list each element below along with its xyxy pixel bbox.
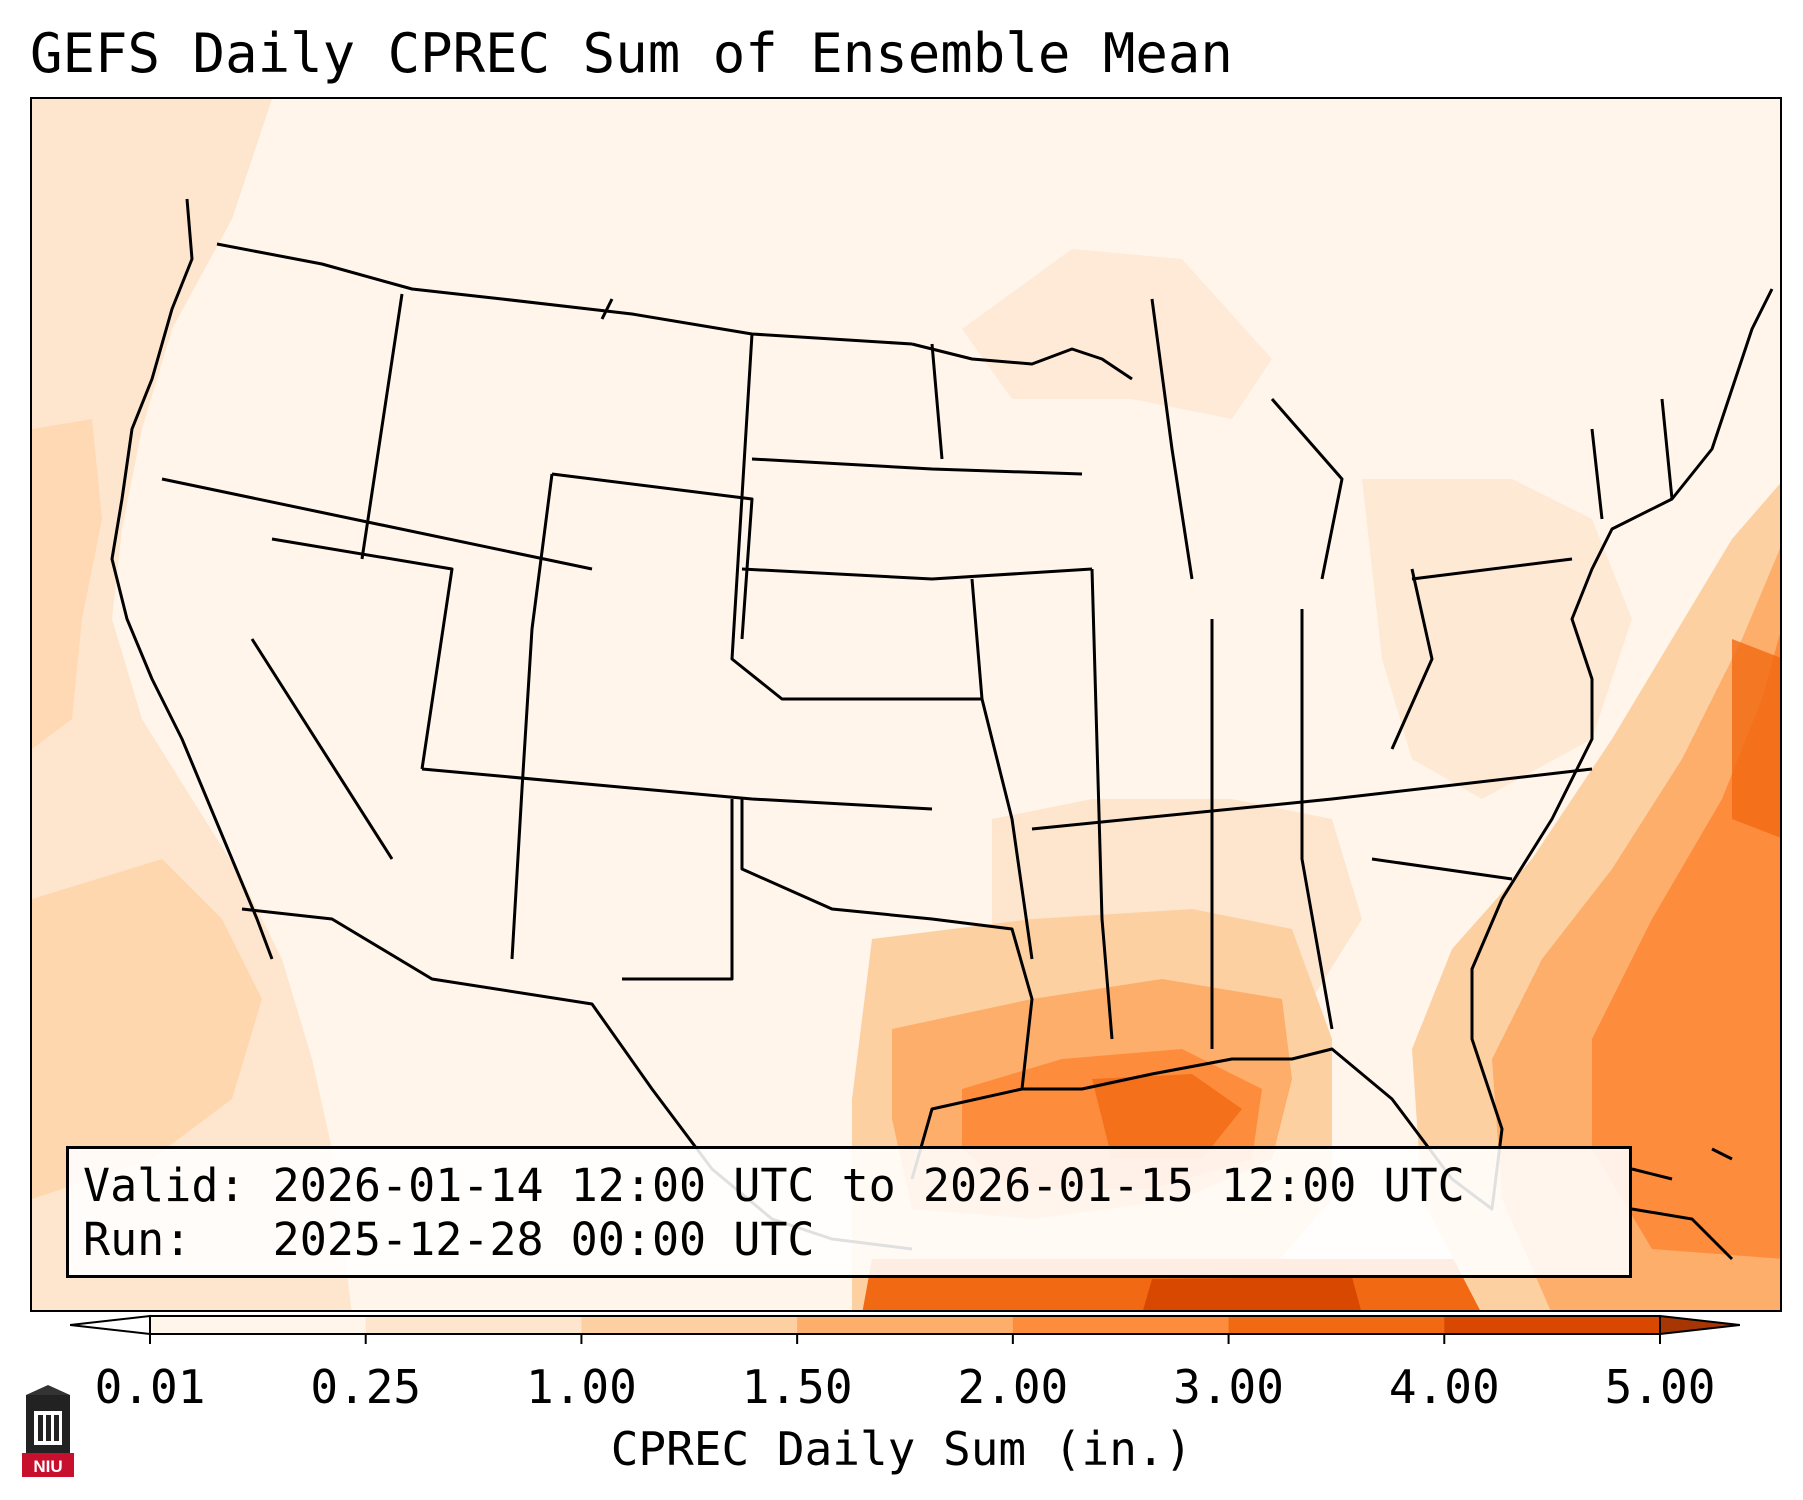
colorbar-tick-label: 0.25 xyxy=(310,1360,422,1414)
valid-label: Valid: xyxy=(83,1159,246,1212)
great-lakes-shading xyxy=(962,249,1272,419)
atlantic-max-shading xyxy=(1732,639,1780,838)
colorbar-label: CPREC Daily Sum (in.) xyxy=(610,1422,1193,1476)
colorbar-segment xyxy=(581,1316,798,1334)
precip-map xyxy=(32,99,1780,1310)
colorbar-segment xyxy=(150,1316,367,1334)
map-panel xyxy=(30,97,1782,1312)
valid-run-info-box: Valid: 2026-01-14 12:00 UTC to 2026-01-1… xyxy=(66,1146,1632,1278)
southern-strip-max-shading xyxy=(1143,1277,1361,1310)
run-line: Run: 2025-12-28 00:00 UTC xyxy=(83,1213,815,1266)
colorbar-segment xyxy=(1444,1316,1661,1334)
pacific-darker-shading xyxy=(32,419,102,749)
colorbar-tick-label: 0.01 xyxy=(94,1360,206,1414)
colorbar xyxy=(70,1314,1740,1344)
page-title: GEFS Daily CPREC Sum of Ensemble Mean xyxy=(30,22,1233,85)
colorbar-tick-label: 1.50 xyxy=(741,1360,853,1414)
colorbar-under-extension xyxy=(70,1314,151,1336)
colorbar-segment xyxy=(1012,1316,1230,1334)
valid-line: Valid: 2026-01-14 12:00 UTC to 2026-01-1… xyxy=(83,1159,1465,1212)
colorbar-segment xyxy=(365,1316,582,1334)
colorbar-over-extension xyxy=(1659,1314,1740,1336)
pacific-southern-shading xyxy=(32,859,262,1199)
colorbar-tick-label: 3.00 xyxy=(1173,1360,1284,1414)
colorbar-tick-label: 5.00 xyxy=(1604,1360,1716,1414)
colorbar-segment xyxy=(1228,1316,1445,1334)
run-value: 2025-12-28 00:00 UTC xyxy=(272,1213,815,1266)
colorbar-tick-label: 4.00 xyxy=(1388,1360,1500,1414)
state-boundaries xyxy=(110,198,1774,1251)
run-label: Run: xyxy=(83,1213,192,1266)
colorbar-tick-label: 2.00 xyxy=(957,1360,1069,1414)
colorbar-frame xyxy=(149,1315,1661,1335)
gulf-max-shading xyxy=(1092,1074,1242,1159)
colorbar-segment xyxy=(797,1316,1014,1334)
valid-value: 2026-01-14 12:00 UTC to 2026-01-15 12:00… xyxy=(272,1159,1465,1212)
caribbean-islands xyxy=(1631,1147,1734,1261)
logo-text: NIU xyxy=(33,1457,62,1476)
colorbar-tick-label: 1.00 xyxy=(526,1360,637,1414)
niu-tower-logo-icon: NIU xyxy=(22,1385,74,1477)
